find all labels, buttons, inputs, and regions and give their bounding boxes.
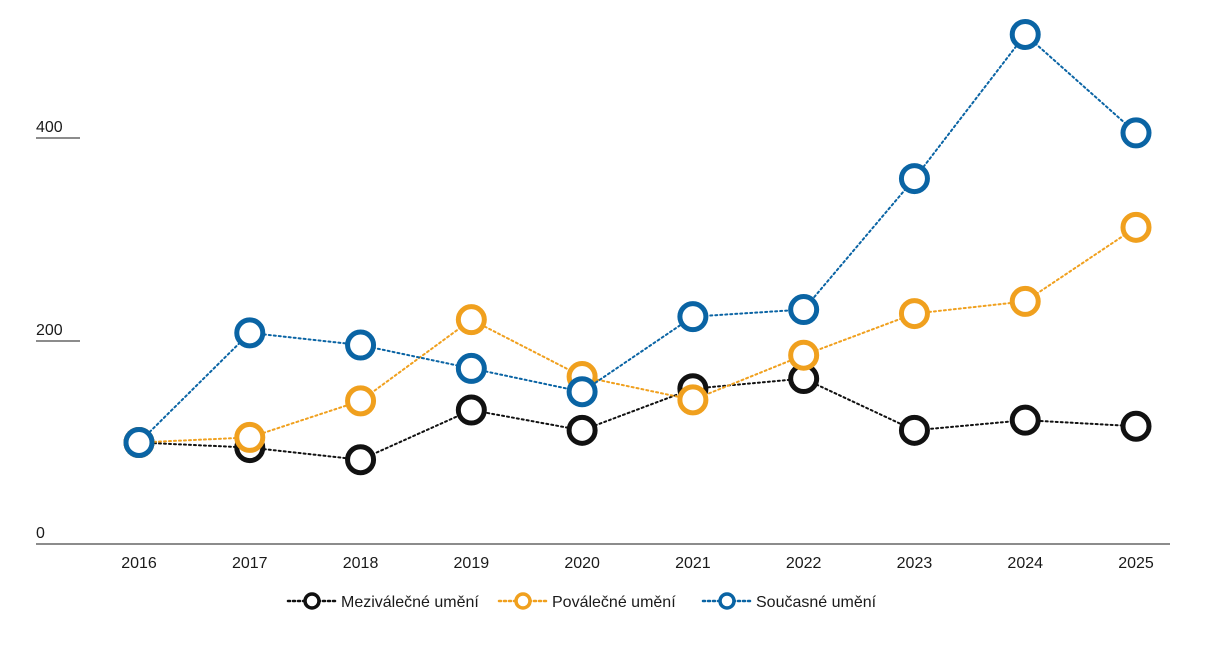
point-3-2021[interactable] — [677, 301, 709, 333]
x-tick-label-2025: 2025 — [1118, 555, 1154, 572]
y-tick-label-400: 400 — [36, 119, 63, 136]
x-tick-label-2016: 2016 — [121, 555, 157, 572]
legend[interactable]: Meziválečné umění Poválečné umění Současné… — [286, 592, 877, 611]
point-3-2020[interactable] — [566, 376, 598, 408]
series-layer — [123, 18, 1152, 476]
point-1-2018[interactable] — [345, 444, 377, 476]
point-2-2018[interactable] — [345, 385, 377, 417]
x-tick-label-2021: 2021 — [675, 555, 711, 572]
series-line-3 — [138, 33, 1137, 444]
point-1-2019[interactable] — [455, 394, 487, 426]
series-1 — [123, 363, 1152, 476]
legend-marker-icon — [303, 592, 321, 610]
legend-item-1[interactable]: Meziválečné umění — [286, 592, 479, 611]
x-tick-label-2018: 2018 — [343, 555, 379, 572]
y-tick-label-200: 200 — [36, 322, 63, 339]
series-line-2 — [138, 226, 1137, 444]
point-2-2017[interactable] — [234, 421, 266, 453]
y-tick-label-0: 0 — [36, 525, 45, 542]
y-axis: 0 200 400 — [36, 119, 80, 542]
point-3-2024[interactable] — [1009, 18, 1041, 50]
x-tick-label-2024: 2024 — [1007, 555, 1043, 572]
point-3-2025[interactable] — [1120, 117, 1152, 149]
point-1-2023[interactable] — [898, 414, 930, 446]
series-2 — [123, 211, 1152, 458]
legend-marker-icon — [514, 592, 532, 610]
point-3-2017[interactable] — [234, 317, 266, 349]
legend-label-1: Meziválečné umění — [341, 594, 479, 611]
point-1-2020[interactable] — [566, 414, 598, 446]
point-2-2025[interactable] — [1120, 211, 1152, 243]
point-2-2021[interactable] — [677, 384, 709, 416]
x-tick-label-2019: 2019 — [454, 555, 490, 572]
point-3-2018[interactable] — [345, 329, 377, 361]
x-axis: 2016 2017 2018 2019 2020 2021 2022 2023 2024 2025 — [36, 543, 1170, 572]
point-2-2019[interactable] — [455, 304, 487, 336]
legend-item-3[interactable]: Současné umění — [701, 592, 877, 611]
point-1-2025[interactable] — [1120, 410, 1152, 442]
point-3-2023[interactable] — [898, 163, 930, 195]
x-tick-label-2022: 2022 — [786, 555, 822, 572]
point-2-2022[interactable] — [788, 339, 820, 371]
x-tick-label-2017: 2017 — [232, 555, 268, 572]
x-tick-label-2020: 2020 — [564, 555, 600, 572]
point-2-2023[interactable] — [898, 298, 930, 330]
legend-item-2[interactable]: Poválečné umění — [497, 592, 676, 611]
legend-marker-icon — [718, 592, 736, 610]
point-3-2022[interactable] — [788, 294, 820, 326]
point-2-2024[interactable] — [1009, 285, 1041, 317]
series-3 — [123, 18, 1152, 458]
point-1-2024[interactable] — [1009, 404, 1041, 436]
point-3-2019[interactable] — [455, 352, 487, 384]
legend-label-2: Poválečné umění — [552, 594, 676, 611]
series-line-1 — [138, 377, 1137, 461]
point-3-2016[interactable] — [123, 427, 155, 458]
x-tick-label-2023: 2023 — [897, 555, 933, 572]
legend-label-3: Současné umění — [756, 594, 877, 611]
